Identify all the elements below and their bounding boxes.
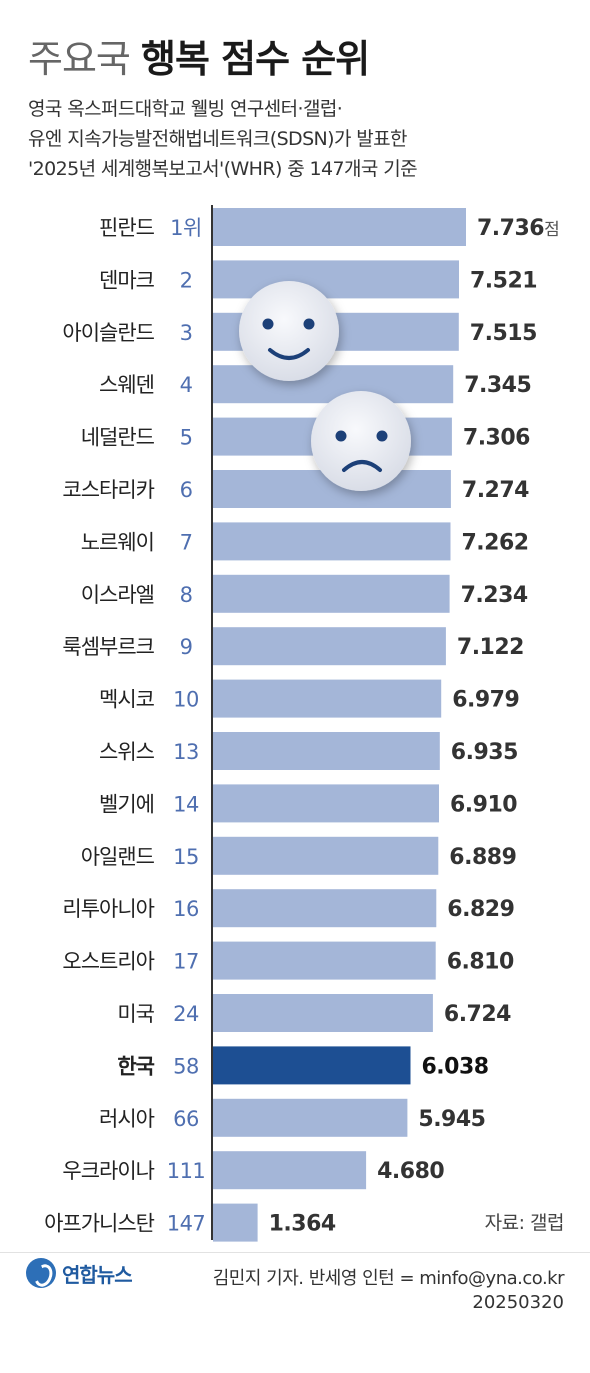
bar xyxy=(213,732,440,770)
rank-label: 8 xyxy=(180,583,193,607)
category-label: 오스트리아 xyxy=(62,950,154,974)
rank-label: 17 xyxy=(173,950,199,974)
subtitle-line: '2025년 세계행복보고서'(WHR) 중 147개국 기준 xyxy=(28,158,418,180)
value-label: 6.910 xyxy=(450,792,517,817)
yonhap-logo: 연합뉴스 xyxy=(26,1258,133,1288)
bar-highlight xyxy=(213,1046,411,1085)
bar xyxy=(213,208,466,246)
value-label: 6.829 xyxy=(447,897,514,922)
rank-label: 16 xyxy=(173,897,199,921)
footer-divider xyxy=(0,1252,590,1253)
value-label: 7.234 xyxy=(461,583,528,608)
publish-date: 20250320 xyxy=(472,1292,564,1313)
value-label: 7.521 xyxy=(470,268,537,293)
value-label: 7.736점 xyxy=(477,216,559,241)
rank-label: 7 xyxy=(180,530,193,554)
rank-label: 58 xyxy=(173,1054,199,1078)
bar xyxy=(213,260,459,299)
title-bold: 행복 점수 순위 xyxy=(140,37,370,81)
bar xyxy=(213,889,437,928)
bar xyxy=(213,1203,258,1242)
value-label: 6.979 xyxy=(452,688,519,713)
value-label: 7.274 xyxy=(462,478,529,503)
rank-label: 6 xyxy=(180,478,193,502)
value-label: 6.810 xyxy=(447,950,514,975)
smiley-face-icon xyxy=(239,281,339,381)
sad-face-icon xyxy=(311,391,411,491)
rank-label: 147 xyxy=(167,1212,206,1236)
value-label: 7.306 xyxy=(463,426,530,451)
category-label: 네덜란드 xyxy=(81,426,155,450)
rank-label: 111 xyxy=(167,1159,206,1183)
value-label: 6.038 xyxy=(422,1054,489,1079)
rank-label: 66 xyxy=(173,1107,199,1131)
value-label: 4.680 xyxy=(377,1159,444,1184)
category-label: 벨기에 xyxy=(99,792,154,816)
chart-title: 주요국 행복 점수 순위 xyxy=(28,28,370,83)
category-label: 아프가니스탄 xyxy=(44,1212,155,1236)
value-label: 6.889 xyxy=(449,845,516,870)
rank-label: 14 xyxy=(173,792,199,816)
value-label: 7.515 xyxy=(470,321,537,346)
value-label: 1.364 xyxy=(269,1212,336,1237)
rank-label: 9 xyxy=(180,635,193,659)
value-label: 6.724 xyxy=(444,1002,511,1027)
bar xyxy=(213,941,436,980)
value-label: 5.945 xyxy=(418,1107,485,1132)
bar xyxy=(213,1151,367,1190)
source-note: 자료: 갤럽 xyxy=(484,1212,565,1234)
category-label: 룩셈부르크 xyxy=(62,635,154,659)
category-label: 우크라이나 xyxy=(62,1159,154,1183)
value-label: 7.122 xyxy=(457,635,524,660)
rank-label: 5 xyxy=(180,426,193,450)
category-label: 멕시코 xyxy=(99,688,155,712)
category-label: 노르웨이 xyxy=(81,530,154,554)
category-label: 러시아 xyxy=(99,1107,155,1131)
rank-label: 15 xyxy=(173,845,199,869)
category-label: 핀란드 xyxy=(99,216,155,240)
category-label: 덴마크 xyxy=(99,268,155,292)
rank-label: 10 xyxy=(173,688,199,712)
category-label: 스위스 xyxy=(99,740,155,764)
rank-label: 2 xyxy=(180,268,193,292)
category-label: 스웨덴 xyxy=(99,373,154,397)
yonhap-logo-icon xyxy=(26,1258,56,1288)
bar xyxy=(213,365,454,404)
bar xyxy=(213,574,450,613)
credit-line: 김민지 기자. 반세영 인턴 = minfo@yna.co.kr xyxy=(212,1268,565,1289)
value-label: 7.345 xyxy=(464,373,531,398)
rank-label: 1위 xyxy=(170,216,202,240)
unit-suffix: 점 xyxy=(544,220,559,240)
rank-label: 4 xyxy=(180,373,193,397)
title-light: 주요국 xyxy=(28,37,131,81)
category-label: 한국 xyxy=(117,1054,154,1078)
bar xyxy=(213,522,451,561)
category-label: 아이슬란드 xyxy=(62,321,154,345)
subtitle-line: 영국 옥스퍼드대학교 웰빙 연구센터·갤럽· xyxy=(28,98,343,120)
bar xyxy=(213,627,446,666)
category-label: 미국 xyxy=(117,1002,154,1026)
rank-label: 13 xyxy=(173,740,199,764)
bar xyxy=(213,836,439,875)
bar xyxy=(213,994,433,1032)
chart-subtitle: 영국 옥스퍼드대학교 웰빙 연구센터·갤럽· 유엔 지속가능발전해법네트워크(S… xyxy=(28,94,578,184)
value-label: 7.262 xyxy=(462,530,529,555)
category-label: 리투아니아 xyxy=(62,897,154,921)
subtitle-line: 유엔 지속가능발전해법네트워크(SDSN)가 발표한 xyxy=(28,128,408,150)
bar xyxy=(213,1098,408,1137)
logo-text: 연합뉴스 xyxy=(62,1262,133,1287)
category-label: 아일랜드 xyxy=(81,845,155,869)
value-label: 6.935 xyxy=(451,740,518,765)
category-label: 코스타리카 xyxy=(62,478,154,502)
rank-label: 3 xyxy=(180,321,193,345)
bar xyxy=(213,784,439,823)
category-label: 이스라엘 xyxy=(81,583,154,607)
bar xyxy=(213,679,442,718)
rank-label: 24 xyxy=(173,1002,199,1026)
